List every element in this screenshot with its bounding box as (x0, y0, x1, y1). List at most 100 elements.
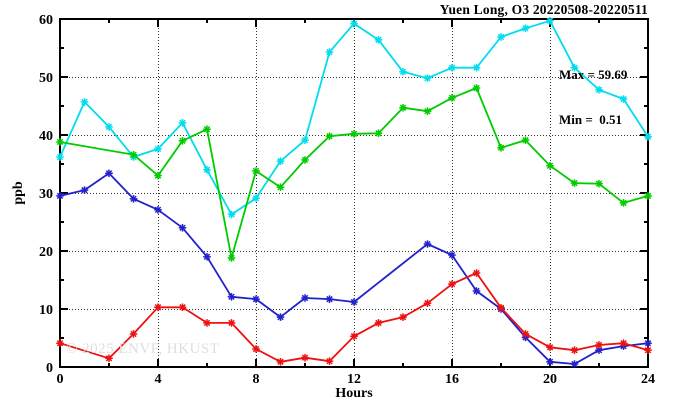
marker-stroke (81, 98, 88, 106)
data-point-marker (374, 36, 383, 44)
data-point-marker (619, 95, 628, 103)
data-point-marker (105, 123, 113, 131)
marker-stroke (644, 192, 652, 200)
series-green-markers (56, 84, 652, 262)
series-cyan-markers (56, 16, 652, 219)
data-point-marker (276, 313, 285, 321)
data-point-marker (644, 346, 652, 354)
marker-stroke (497, 304, 505, 312)
marker-stroke (375, 36, 382, 44)
marker-stroke (154, 172, 162, 179)
data-point-marker (399, 313, 407, 321)
series-red-line (59, 272, 649, 363)
x-tick-label: 24 (641, 372, 655, 387)
data-point-marker (374, 319, 383, 327)
max-label: Max = 59.69 (559, 67, 628, 82)
marker-stroke (473, 84, 480, 92)
marker-stroke (130, 330, 137, 338)
marker-stroke (252, 195, 260, 202)
data-point-marker (472, 63, 481, 72)
marker-stroke (203, 319, 211, 327)
data-point-marker (178, 137, 187, 145)
data-point-marker (423, 240, 432, 248)
marker-stroke (595, 86, 603, 93)
marker-stroke (595, 341, 603, 349)
marker-stroke (448, 94, 456, 102)
data-point-marker (80, 186, 89, 194)
y-tick-label: 50 (39, 71, 53, 86)
marker-stroke (448, 251, 456, 259)
data-point-marker (350, 298, 358, 306)
marker-stroke (350, 130, 358, 138)
marker-stroke (301, 137, 309, 144)
data-point-marker (595, 85, 603, 94)
x-tick-label: 8 (253, 372, 260, 387)
data-point-marker (301, 353, 309, 362)
data-point-marker (521, 136, 530, 145)
data-point-marker (227, 210, 236, 219)
marker-stroke (448, 280, 456, 288)
marker-stroke (571, 346, 578, 354)
data-point-marker (399, 67, 407, 76)
marker-stroke (252, 167, 260, 175)
data-point-marker (129, 330, 138, 338)
y-tick-label: 60 (39, 13, 53, 28)
data-point-marker (301, 136, 309, 145)
marker-stroke (228, 211, 235, 218)
marker-stroke (350, 20, 358, 27)
marker-stroke (399, 104, 407, 111)
data-point-marker (227, 319, 236, 327)
marker-stroke (154, 145, 162, 153)
marker-stroke (473, 64, 480, 71)
marker-stroke (301, 354, 309, 361)
marker-stroke (546, 17, 554, 25)
data-point-marker (178, 119, 187, 127)
x-tick-label: 12 (347, 372, 361, 387)
data-point-marker (56, 138, 64, 146)
data-point-marker (227, 293, 236, 301)
marker-stroke (375, 130, 382, 137)
chart-title: Yuen Long, O3 20220508-20220511 (439, 2, 648, 17)
marker-stroke (350, 298, 358, 306)
marker-stroke (154, 304, 162, 311)
marker-stroke (105, 170, 113, 177)
marker-stroke (277, 313, 284, 321)
x-tick-label: 0 (57, 372, 64, 387)
data-point-marker (423, 107, 432, 116)
data-point-marker (276, 157, 285, 165)
marker-stroke (252, 295, 260, 303)
data-point-marker (644, 132, 652, 141)
x-tick-label: 16 (445, 372, 459, 387)
data-point-marker (497, 143, 505, 152)
data-point-marker (521, 24, 530, 33)
data-point-marker (448, 251, 456, 259)
marker-stroke (277, 358, 284, 365)
data-point-marker (105, 354, 113, 363)
series-red (56, 269, 652, 366)
marker-stroke (571, 179, 578, 187)
marker-stroke (228, 293, 235, 301)
data-point-marker (546, 357, 554, 366)
data-point-marker (546, 161, 554, 170)
marker-stroke (571, 360, 578, 368)
series-blue (56, 169, 652, 368)
marker-stroke (399, 68, 407, 75)
data-point-marker (570, 63, 579, 72)
data-point-marker (521, 330, 530, 338)
marker-stroke (56, 153, 64, 161)
marker-stroke (620, 199, 627, 207)
marker-stroke (203, 125, 211, 133)
marker-stroke (424, 240, 431, 248)
data-point-marker (619, 199, 628, 207)
marker-stroke (179, 224, 186, 232)
data-point-marker (203, 253, 211, 261)
marker-stroke (277, 157, 284, 165)
marker-stroke (130, 195, 137, 203)
data-point-marker (252, 345, 260, 353)
data-point-marker (154, 303, 162, 312)
data-point-marker (276, 183, 285, 191)
marker-stroke (522, 330, 529, 338)
marker-stroke (497, 144, 505, 151)
marker-stroke (595, 346, 603, 354)
